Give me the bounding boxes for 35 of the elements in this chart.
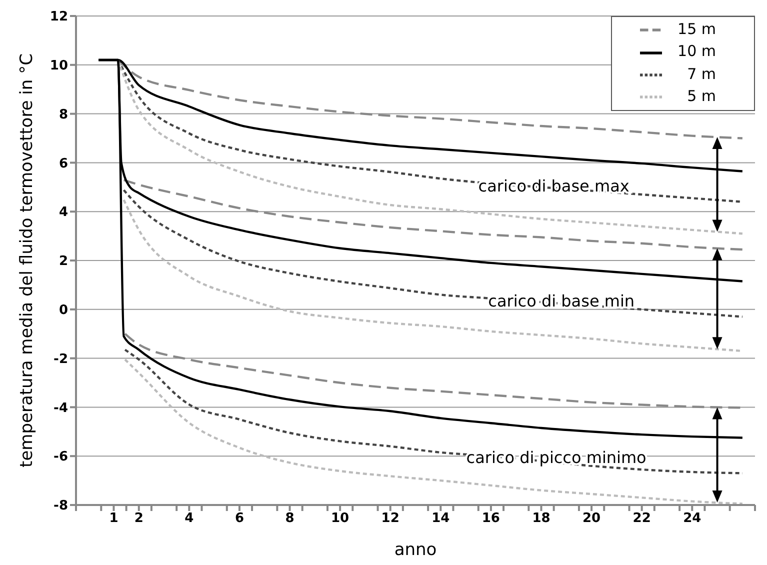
line-series [122,178,744,251]
legend-label: 15 m [676,19,716,39]
x-tick-label: 16 [482,511,500,526]
x-tick-label: 22 [632,511,651,526]
y-tick-label: 6 [58,156,68,172]
x-tick-label: 4 [184,511,194,526]
y-tick-label: 0 [58,303,68,318]
y-tick-label: 2 [58,254,68,270]
line-series [124,358,744,505]
legend-label: 5 m [686,86,716,106]
y-tick-label: 12 [50,10,68,25]
x-tick-label: 6 [234,511,244,526]
legend-label: 10 m [676,41,716,62]
x-tick-label: 20 [582,511,601,526]
y-tick-label: 8 [58,107,68,122]
y-tick-label: -6 [54,450,68,465]
legend-label: 7 m [686,64,716,84]
annotation: carico di picco minimo [466,448,646,467]
x-tick-label: 14 [432,511,450,526]
x-tick-label: 12 [381,511,400,526]
y-tick-label: 10 [50,58,68,74]
annotation: carico di base min [488,291,635,310]
y-tick-label: 4 [58,205,68,220]
x-tick-label: 10 [331,511,350,526]
x-tick-label: 18 [532,511,550,526]
x-tick-label: 2 [134,511,144,526]
x-tick-label: 1 [109,511,118,526]
x-tick-label: 8 [285,511,294,526]
y-tick-label: -4 [54,400,68,416]
y-tick-label: -8 [54,498,68,514]
y-axis-title: temperatura media del fluido termovettore in °C [17,54,38,468]
x-axis-title: anno [394,540,437,560]
line-series [116,58,744,235]
y-tick-label: -2 [54,352,68,367]
x-tick-label: 24 [683,511,702,526]
